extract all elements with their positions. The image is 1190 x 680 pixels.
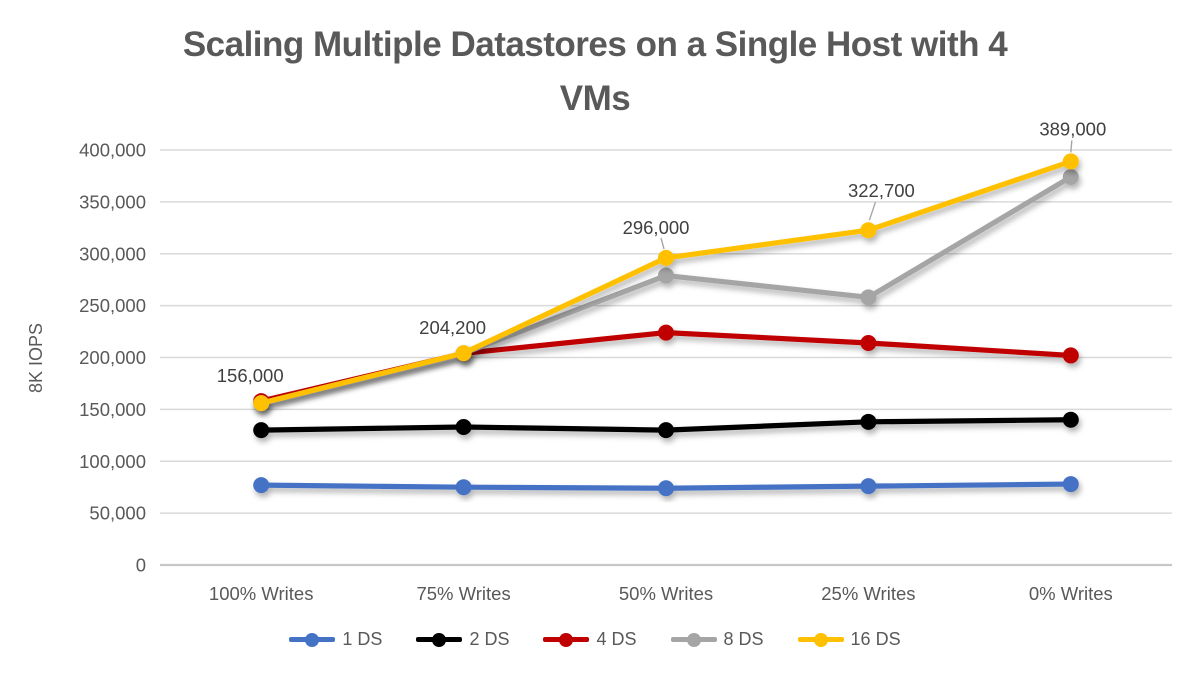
legend-item-8-ds: 8 DS: [670, 629, 764, 650]
series-point-16-ds: [253, 395, 270, 412]
series-point-4-ds: [1062, 347, 1079, 364]
chart-title-line-1: Scaling Multiple Datastores on a Single …: [182, 25, 1008, 64]
y-tick-label: 300,000: [79, 243, 146, 264]
legend-label: 2 DS: [469, 629, 510, 649]
chart-title: Scaling Multiple Datastores on a Single …: [0, 18, 1190, 127]
series-point-8-ds: [860, 289, 877, 306]
series-point-16-ds: [658, 249, 674, 266]
data-label: 204,200: [419, 317, 486, 338]
data-label: 296,000: [623, 217, 690, 238]
series-1-ds: [253, 476, 1079, 497]
legend-marker-dot: [432, 632, 447, 647]
series-line-4-ds: [258, 330, 1074, 404]
x-category-label: 50% Writes: [619, 583, 713, 604]
series-point-1-ds: [658, 480, 674, 497]
legend-marker-2-ds: [416, 632, 463, 648]
legend-marker-4-ds: [543, 632, 590, 648]
x-category-label: 0% Writes: [1029, 583, 1113, 604]
series-point-1-ds: [860, 478, 877, 495]
series-point-2-ds: [253, 422, 270, 439]
legend-marker-dot: [559, 632, 574, 647]
y-tick-label: 100,000: [79, 451, 146, 472]
data-label: 389,000: [1039, 118, 1106, 139]
series-point-16-ds: [455, 345, 472, 362]
chart-title-line-2: VMs: [559, 79, 631, 119]
series-point-2-ds: [455, 419, 472, 436]
series-point-4-ds: [658, 324, 674, 341]
legend-marker-dot: [305, 632, 320, 647]
legend-label: 4 DS: [596, 629, 637, 649]
series-16-ds: [253, 153, 1079, 412]
series-2-ds: [253, 411, 1079, 439]
legend-item-1-ds: 1 DS: [289, 629, 382, 650]
legend-label: 8 DS: [723, 629, 764, 649]
legend-marker-16-ds: [797, 632, 844, 648]
legend-label: 1 DS: [342, 629, 383, 649]
legend-item-16-ds: 16 DS: [797, 629, 901, 650]
series-point-4-ds: [860, 334, 877, 351]
series-point-1-ds: [1062, 476, 1079, 493]
data-label-leader: [660, 237, 665, 250]
x-category-label: 75% Writes: [416, 583, 510, 604]
legend-marker-dot: [813, 632, 828, 647]
y-tick-label: 0: [136, 555, 146, 576]
series-point-2-ds: [1062, 411, 1079, 428]
legend: 1 DS 2 DS 4 DS 8 DS 16 DS: [0, 629, 1190, 650]
x-category-label: 100% Writes: [209, 583, 314, 604]
legend-item-4-ds: 4 DS: [543, 629, 637, 650]
y-tick-label: 250,000: [79, 295, 146, 316]
series-4-ds: [253, 324, 1079, 410]
y-tick-label: 50,000: [89, 503, 146, 524]
y-tick-label: 400,000: [79, 140, 146, 161]
y-tick-label: 150,000: [79, 399, 146, 420]
series-point-8-ds: [1062, 168, 1079, 185]
legend-marker-1-ds: [289, 632, 336, 648]
legend-item-2-ds: 2 DS: [416, 629, 509, 650]
series-line-8-ds: [258, 174, 1074, 406]
series-point-1-ds: [455, 479, 472, 496]
series-point-16-ds: [1062, 153, 1079, 170]
series-point-2-ds: [860, 413, 877, 430]
legend-marker-dot: [686, 632, 701, 647]
series-point-1-ds: [253, 477, 270, 494]
y-tick-label: 200,000: [79, 347, 146, 368]
series-point-16-ds: [860, 222, 877, 239]
data-label-leader: [868, 201, 877, 221]
series-point-8-ds: [658, 267, 674, 284]
legend-marker-8-ds: [670, 632, 717, 648]
y-tick-label: 350,000: [79, 191, 146, 212]
data-label: 322,700: [848, 180, 915, 201]
series-point-2-ds: [658, 422, 674, 439]
legend-label: 16 DS: [850, 629, 901, 649]
data-label: 156,000: [217, 365, 284, 386]
x-category-label: 25% Writes: [821, 583, 915, 604]
data-label-leader: [1070, 140, 1073, 153]
y-axis-title: 8K IOPS: [26, 323, 46, 393]
